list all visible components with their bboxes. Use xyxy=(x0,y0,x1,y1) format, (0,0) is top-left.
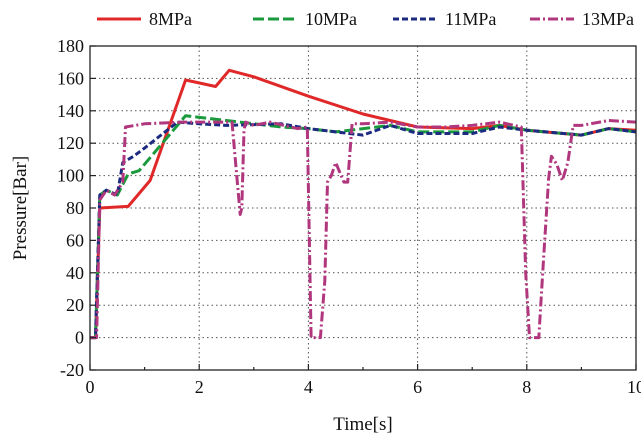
gridlines xyxy=(90,46,636,370)
y-tick-label: 120 xyxy=(57,133,84,153)
legend-label: 13MPa xyxy=(582,9,634,29)
series-lines xyxy=(90,68,637,340)
y-axis-ticks: -20 0 20 40 60 80 100 120 140 160 180 xyxy=(57,36,96,380)
legend-label: 11MPa xyxy=(445,9,496,29)
y-tick-label: 180 xyxy=(57,36,84,56)
y-tick-label: 60 xyxy=(66,230,84,250)
legend-label: 10MPa xyxy=(305,9,357,29)
x-axis-label: Time[s] xyxy=(333,414,392,435)
x-tick-label: 8 xyxy=(522,377,531,397)
x-tick-label: 10 xyxy=(627,377,641,397)
x-tick-label: 0 xyxy=(86,377,95,397)
y-tick-label: 40 xyxy=(66,263,84,283)
y-tick-label: 140 xyxy=(57,101,84,121)
series-line-10MPa xyxy=(90,114,637,340)
y-tick-label: -20 xyxy=(60,360,84,380)
y-tick-label: 160 xyxy=(57,68,84,88)
legend-label: 8MPa xyxy=(149,9,192,29)
series-line-13MPa xyxy=(90,119,637,340)
y-tick-label: 100 xyxy=(57,166,84,186)
x-tick-label: 2 xyxy=(195,377,204,397)
x-axis-ticks: 0 2 4 6 8 10 xyxy=(86,364,641,397)
x-tick-label: 6 xyxy=(413,377,422,397)
y-axis-label: Pressure[Bar] xyxy=(10,156,31,260)
y-tick-label: 0 xyxy=(75,328,84,348)
x-tick-label: 4 xyxy=(304,377,313,397)
legend: 8MPa 10MPa 11MPa 13MPa xyxy=(97,9,634,29)
y-tick-label: 20 xyxy=(66,295,84,315)
y-tick-label: 80 xyxy=(66,198,84,218)
